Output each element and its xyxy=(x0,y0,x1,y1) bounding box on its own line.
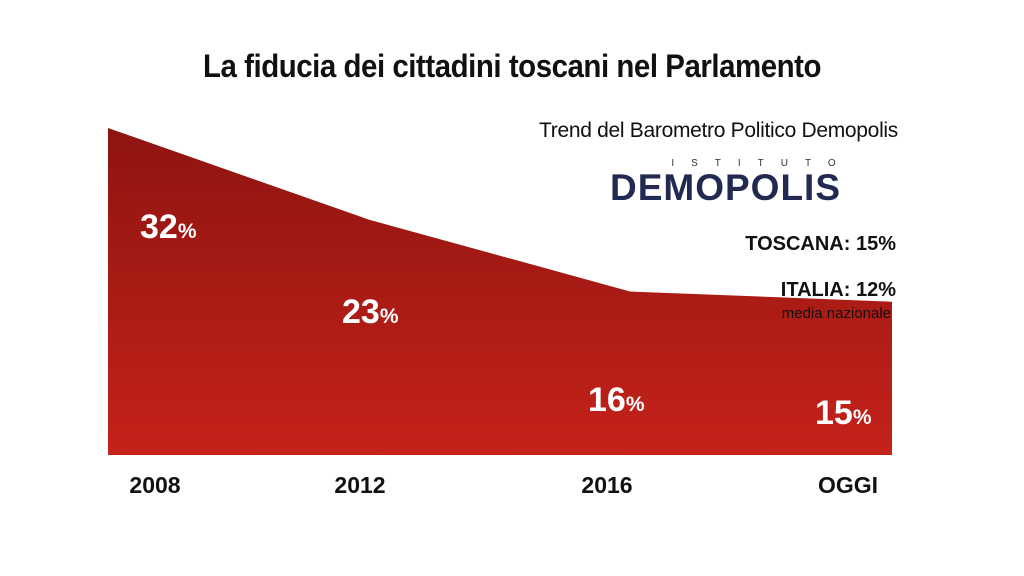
chart-subtitle: Trend del Barometro Politico Demopolis xyxy=(539,119,898,142)
italia-stat: ITALIA: 12% xyxy=(780,279,896,301)
x-tick-label: 2012 xyxy=(334,472,385,498)
data-label: 15% xyxy=(815,394,872,432)
x-tick-label: 2016 xyxy=(581,472,632,498)
logo-main-text: DEMOPOLIS xyxy=(610,167,842,208)
data-label: 16% xyxy=(588,381,645,419)
logo-top-text: ISTITUTO xyxy=(671,158,853,169)
toscana-stat: TOSCANA: 15% xyxy=(745,233,896,255)
data-label: 23% xyxy=(342,293,399,331)
italia-note: media nazionale xyxy=(781,305,891,322)
area-series xyxy=(108,128,892,455)
x-tick-label: 2008 xyxy=(129,472,180,498)
demopolis-logo: ISTITUTO DEMOPOLIS xyxy=(604,158,900,208)
chart-title: La fiducia dei cittadini toscani nel Par… xyxy=(202,48,822,84)
data-label: 32% xyxy=(140,208,197,246)
x-tick-label: OGGI xyxy=(818,472,878,498)
